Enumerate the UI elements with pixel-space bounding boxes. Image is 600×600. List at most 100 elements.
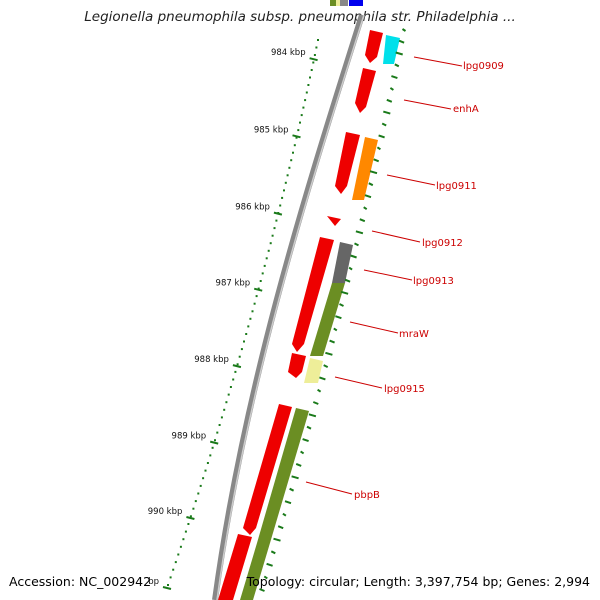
ruler-tick — [253, 287, 263, 292]
ruler-dot — [229, 386, 232, 388]
gene-label: lpg0913 — [413, 276, 454, 287]
ruler-dot — [293, 144, 296, 147]
gc-skew-mark — [282, 512, 287, 517]
ruler-dot — [279, 204, 282, 207]
gc-skew-mark — [295, 462, 302, 467]
gc-skew-mark — [289, 487, 295, 492]
gene-label-line — [386, 174, 436, 186]
ruler-dot — [251, 310, 254, 313]
ruler-dot — [187, 523, 190, 525]
ruler-dot — [216, 431, 219, 434]
ruler-dot — [261, 272, 264, 275]
ruler-dot — [220, 416, 223, 419]
ruler-tick-label: 989 kbp — [172, 432, 207, 442]
backbone-highlight — [216, 14, 365, 600]
gene-label: enhA — [453, 104, 479, 115]
ruler-dot — [297, 129, 300, 132]
ruler-tick-label: 988 kbp — [194, 355, 229, 365]
gc-skew-mark — [395, 51, 403, 56]
ruler-dot — [271, 234, 274, 237]
ruler-dot — [197, 492, 200, 495]
ruler-dot — [273, 227, 276, 230]
gc-skew-mark — [368, 182, 374, 187]
gc-skew-mark — [344, 278, 351, 283]
ruler-dot — [267, 249, 270, 252]
gc-skew-mark — [325, 351, 333, 356]
ruler-tick-label: 984 kbp — [271, 48, 306, 58]
cds-feature-11 — [243, 404, 292, 535]
ruler-dot — [290, 159, 293, 162]
gene-label: lpg0909 — [463, 61, 504, 72]
ruler-dot — [177, 553, 180, 556]
gene-label-line — [305, 481, 353, 495]
gc-skew-mark — [340, 290, 349, 295]
lpg0911-feature — [352, 137, 378, 200]
mraW-feature — [310, 283, 345, 356]
lpg0915-feature — [304, 358, 323, 383]
ruler-dot — [194, 500, 197, 503]
gc-skew-mark — [381, 122, 387, 127]
gc-skew-mark — [383, 110, 391, 115]
ruler-dot — [243, 340, 245, 343]
ruler-dot — [236, 363, 239, 366]
gene-label-line — [413, 56, 463, 67]
top-legend-blocks — [330, 0, 363, 6]
genome-title: Legionella pneumophila subsp. pneumophil… — [84, 9, 516, 25]
ruler-dot — [286, 174, 289, 177]
ruler-dot — [312, 61, 315, 64]
gc-skew-mark — [335, 315, 342, 320]
ruler-dot — [275, 219, 278, 222]
cds-feature-3 — [335, 132, 360, 194]
ruler-dot — [283, 189, 285, 192]
gene-label: lpg0911 — [436, 181, 477, 192]
gc-skew-mark — [308, 413, 317, 418]
ruler-dot — [253, 302, 256, 305]
ruler-dot — [182, 538, 185, 541]
gc-skew-mark — [306, 425, 312, 430]
gc-skew-mark — [317, 388, 322, 393]
cds-feature-13 — [218, 534, 252, 600]
cds-feature-6 — [292, 237, 334, 352]
gc-skew-mark — [389, 87, 394, 91]
topology-text: Topology: circular; Length: 3,397,754 bp… — [246, 574, 590, 589]
ruler-tick-label: 985 kbp — [254, 125, 289, 135]
ruler-dot — [299, 121, 301, 124]
ruler-tick-label: 990 kbp — [148, 507, 183, 517]
ruler-dot — [199, 484, 202, 487]
ruler-dot — [238, 355, 241, 358]
ruler-tick-label: 987 kbp — [216, 279, 251, 289]
ruler-dot — [281, 196, 284, 199]
cds-feature-9 — [288, 353, 306, 378]
cds-feature-14 — [240, 543, 270, 600]
gc-skew-mark — [323, 364, 329, 368]
gene-label: lpg0915 — [384, 384, 425, 395]
ruler-dot — [218, 424, 221, 426]
ruler-dot — [259, 280, 262, 282]
ruler-dot — [257, 287, 260, 290]
gene-label: pbpB — [354, 490, 380, 501]
ruler-dot — [209, 454, 212, 457]
backbone-line — [212, 14, 365, 600]
lpg0912-feature — [327, 216, 341, 226]
ruler-tick — [273, 211, 283, 216]
gc-skew-mark — [394, 63, 400, 68]
enhA-feature — [355, 68, 376, 113]
ruler-dot — [211, 446, 214, 449]
ruler-dot — [317, 39, 319, 41]
gc-skew-mark — [329, 339, 335, 344]
ruler-tick-label: bp — [148, 577, 159, 587]
gene-label-line — [371, 230, 421, 243]
ruler-dot — [284, 181, 287, 184]
gc-skew-mark — [350, 254, 357, 259]
gc-skew-mark — [386, 98, 393, 103]
ruler-dot — [189, 515, 192, 518]
gc-skew-mark — [348, 266, 353, 271]
gc-skew-mark — [398, 39, 405, 44]
gc-skew-mark — [369, 170, 378, 175]
backbone — [212, 14, 365, 600]
ruler-dot — [225, 401, 228, 404]
ruler-dot — [232, 378, 235, 381]
gc-skew-mark — [291, 475, 299, 480]
